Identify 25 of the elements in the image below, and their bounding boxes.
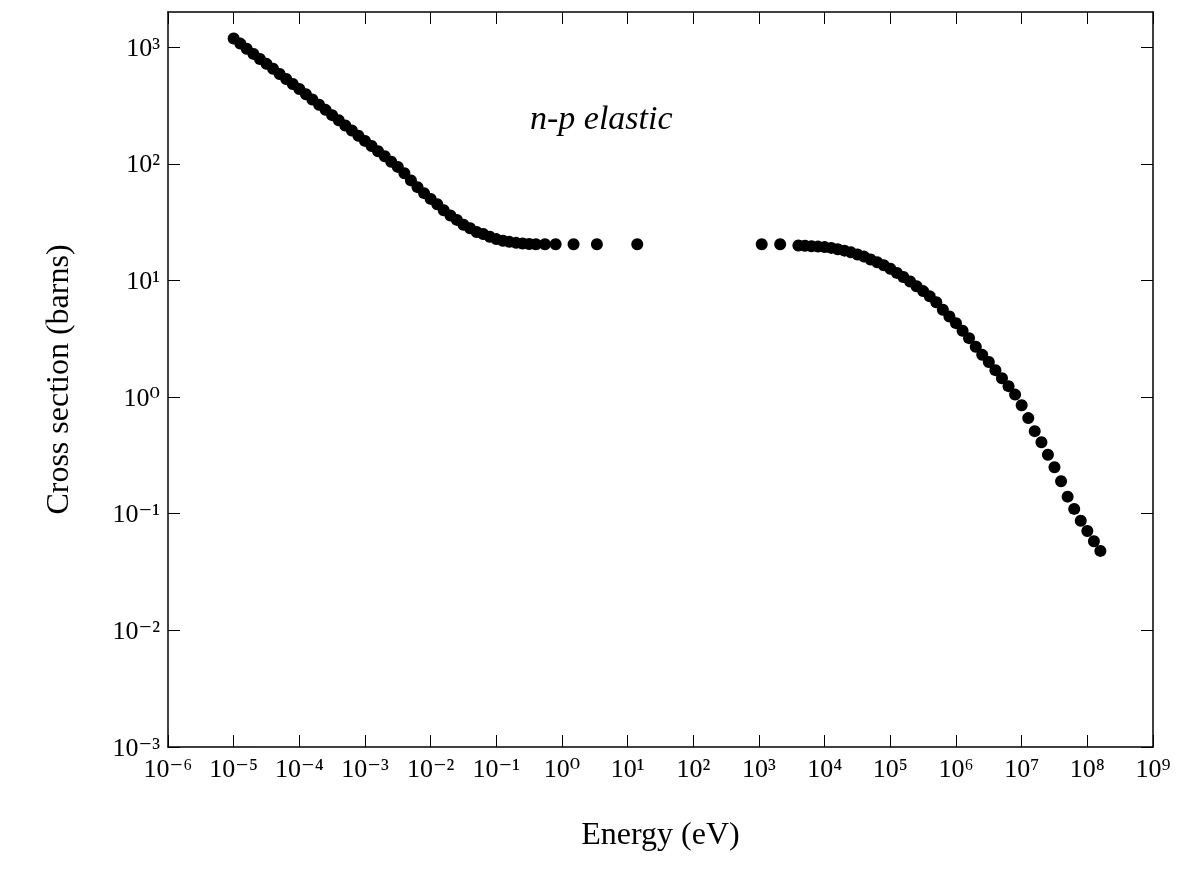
y-axis-title: Cross section (barns)	[39, 244, 75, 515]
x-tick-label: 10⁻⁶	[143, 753, 193, 783]
y-tick-label: 10³	[126, 32, 161, 62]
y-tick-label: 10⁻¹	[112, 499, 160, 529]
x-tick-label: 10⁷	[1004, 753, 1040, 783]
x-tick-label: 10¹	[610, 753, 645, 783]
x-tick-label: 10⁻³	[341, 753, 389, 783]
x-tick-label: 10⁻²	[406, 753, 455, 783]
x-tick-label: 10⁰	[543, 753, 581, 783]
x-tick-label: 10⁸	[1069, 753, 1105, 783]
y-tick-label: 10⁻²	[112, 615, 161, 645]
x-axis-title: Energy (eV)	[581, 815, 740, 851]
x-tick-label: 10⁶	[938, 753, 974, 783]
y-tick-label: 10¹	[126, 265, 160, 295]
x-tick-label: 10⁴	[807, 753, 843, 783]
x-tick-label: 10³	[742, 753, 777, 783]
x-tick-label: 10²	[676, 753, 711, 783]
y-tick-label: 10²	[126, 149, 161, 179]
x-tick-label: 10⁵	[872, 753, 908, 783]
x-tick-label: 10⁹	[1135, 753, 1171, 783]
x-tick-label: 10⁻⁵	[209, 753, 259, 783]
x-tick-label: 10⁻⁴	[274, 753, 324, 783]
annotation: n-p elastic	[530, 98, 673, 136]
x-tick-label: 10⁻¹	[472, 753, 521, 783]
y-tick-label: 10⁰	[123, 382, 160, 412]
